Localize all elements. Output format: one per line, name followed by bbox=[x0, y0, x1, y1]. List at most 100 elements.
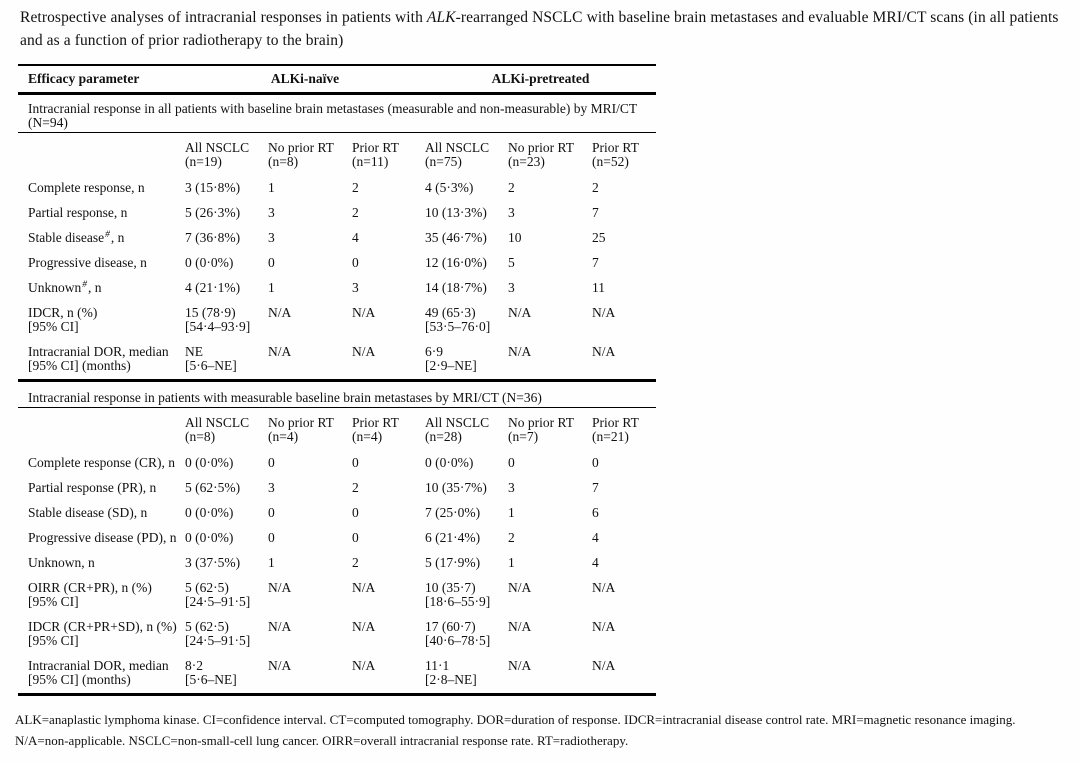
row-label: Stable disease (SD), n bbox=[28, 505, 148, 520]
table-cell: 4 (21·1%) bbox=[185, 280, 241, 295]
section-title: Intracranial response in patients with m… bbox=[18, 379, 657, 408]
table-cell: 3 bbox=[268, 480, 275, 495]
table-cell: 0 (0·0%) bbox=[185, 505, 234, 520]
row-label: Unknown, n bbox=[28, 555, 95, 570]
column-header: Prior RT (n=52) bbox=[592, 140, 639, 169]
table-cell: 1 bbox=[268, 555, 275, 570]
row-label: Progressive disease, n bbox=[28, 255, 147, 270]
column-header: No prior RT (n=4) bbox=[268, 415, 334, 444]
column-header: Prior RT (n=11) bbox=[352, 140, 399, 169]
column-header: No prior RT (n=23) bbox=[508, 140, 574, 169]
caption-alk-italic: ALK bbox=[426, 9, 456, 26]
table-row: Unknown, n 3 (37·5%) 1 2 5 (17·9%) 1 4 bbox=[18, 551, 656, 576]
row-label: Intracranial DOR, median [95% CI] (month… bbox=[28, 344, 169, 373]
table-cell: 4 (5·3%) bbox=[425, 180, 474, 195]
table-row: Partial response, n 5 (26·3%) 3 2 10 (13·3%)… bbox=[18, 201, 656, 226]
table-row: Complete response (CR), n 0 (0·0%) 0 0 0 (0·… bbox=[18, 451, 656, 476]
table-cell: 6 (21·4%) bbox=[425, 530, 481, 545]
table-cell: 5 (17·9%) bbox=[425, 555, 481, 570]
table-cell: 0 bbox=[268, 255, 275, 270]
table-cell: N/A bbox=[352, 658, 376, 673]
table-cell: N/A bbox=[592, 305, 616, 320]
table-cell: N/A bbox=[268, 580, 292, 595]
table-row: OIRR (CR+PR), n (%) [95% CI] 5 (62·5) [24… bbox=[18, 576, 656, 615]
section-title: Intracranial response in all patients wi… bbox=[18, 93, 657, 133]
col-group-alki-pretreated: ALKi-pretreated bbox=[425, 65, 657, 95]
column-header: Prior RT (n=4) bbox=[352, 415, 399, 444]
footnote-marker: # bbox=[105, 230, 110, 240]
table-cell: 11·1 [2·8–NE] bbox=[425, 658, 477, 687]
column-header: No prior RT (n=7) bbox=[508, 415, 574, 444]
column-header: Prior RT (n=21) bbox=[592, 415, 639, 444]
table-cell: N/A bbox=[268, 658, 292, 673]
table-cell: 12 (16·0%) bbox=[425, 255, 487, 270]
table-cell: 3 bbox=[508, 480, 515, 495]
column-header: All NSCLC (n=75) bbox=[425, 140, 490, 169]
row-label: Progressive disease (PD), n bbox=[28, 530, 177, 545]
table-row: Partial response (PR), n 5 (62·5%) 3 2 10 (3… bbox=[18, 476, 656, 501]
table-cell: 5 (62·5) [24·5–91·5] bbox=[185, 619, 251, 648]
column-header-row: All NSCLC (n=19) No prior RT (n=8) Prior R… bbox=[18, 133, 656, 177]
table-caption: Retrospective analyses of intracranial r… bbox=[20, 6, 1062, 52]
table-cell: N/A bbox=[508, 305, 532, 320]
table-cell: NE [5·6–NE] bbox=[185, 344, 237, 373]
table-cell: 15 (78·9) [54·4–93·9] bbox=[185, 305, 251, 334]
table-cell: 3 bbox=[352, 280, 359, 295]
abbreviations-footnote: ALK=anaplastic lymphoma kinase. CI=confi… bbox=[15, 712, 1016, 748]
table-row: Stable disease (SD), n 0 (0·0%) 0 0 7 (25·0%… bbox=[18, 501, 656, 526]
table-cell: 8·2 [5·6–NE] bbox=[185, 658, 237, 687]
row-label: Partial response, n bbox=[28, 205, 128, 220]
table-cell: 3 (15·8%) bbox=[185, 180, 241, 195]
row-label: Complete response, n bbox=[28, 180, 145, 195]
table-cell: 35 (46·7%) bbox=[425, 230, 487, 245]
column-header: All NSCLC (n=8) bbox=[185, 415, 250, 444]
section-title-row: Intracranial response in patients with m… bbox=[18, 379, 657, 408]
table-cell: 2 bbox=[592, 180, 599, 195]
table-cell: 7 bbox=[592, 480, 599, 495]
table-cell: 2 bbox=[352, 205, 359, 220]
table-cell: 5 (62·5) [24·5–91·5] bbox=[185, 580, 251, 609]
footnote-marker: # bbox=[82, 280, 87, 290]
table-cell: 0 bbox=[508, 455, 515, 470]
caption-text-pre: Retrospective analyses of intracranial r… bbox=[20, 9, 427, 26]
table-cell: 1 bbox=[508, 555, 515, 570]
table-row: Complete response, n 3 (15·8%) 1 2 4 (5·3%) 2… bbox=[18, 176, 656, 201]
table-row: Progressive disease, n 0 (0·0%) 0 0 12 (16·0… bbox=[18, 251, 656, 276]
table-cell: 3 (37·5%) bbox=[185, 555, 241, 570]
table-row: Intracranial DOR, median [95% CI] (month… bbox=[18, 654, 656, 695]
row-label-spacer bbox=[18, 408, 185, 452]
table-row: Unknown#, n 4 (21·1%) 1 3 14 (18·7%) 3 11 bbox=[18, 276, 656, 301]
table-cell: N/A bbox=[268, 305, 292, 320]
col-group-alki-naive: ALKi-naïve bbox=[185, 65, 426, 95]
table-cell: 6 bbox=[592, 505, 599, 520]
table-cell: 25 bbox=[592, 230, 606, 245]
table-cell: 0 bbox=[268, 455, 275, 470]
row-label: Unknown#, n bbox=[28, 280, 102, 295]
column-header-row: All NSCLC (n=8) No prior RT (n=4) Prior RT… bbox=[18, 408, 656, 452]
table-cell: 5 (26·3%) bbox=[185, 205, 241, 220]
table-cell: N/A bbox=[592, 580, 616, 595]
table-cell: 2 bbox=[508, 530, 515, 545]
column-header: All NSCLC (n=19) bbox=[185, 140, 250, 169]
table-cell: N/A bbox=[592, 619, 616, 634]
table-cell: 4 bbox=[352, 230, 359, 245]
row-label: Partial response (PR), n bbox=[28, 480, 157, 495]
table-cell: 6·9 [2·9–NE] bbox=[425, 344, 477, 373]
table-cell: 3 bbox=[268, 205, 275, 220]
section-title-row: Intracranial response in all patients wi… bbox=[18, 93, 657, 133]
table-cell: 1 bbox=[268, 180, 275, 195]
table-cell: 2 bbox=[508, 180, 515, 195]
table-cell: 1 bbox=[268, 280, 275, 295]
table-cell: N/A bbox=[592, 344, 616, 359]
table-cell: 7 (36·8%) bbox=[185, 230, 241, 245]
table-cell: 2 bbox=[352, 480, 359, 495]
table-cell: 4 bbox=[592, 555, 599, 570]
row-label: Stable disease#, n bbox=[28, 230, 125, 245]
table-cell: 1 bbox=[508, 505, 515, 520]
table-cell: 2 bbox=[352, 180, 359, 195]
table-cell: 0 bbox=[268, 530, 275, 545]
row-label: IDCR (CR+PR+SD), n (%) [95% CI] bbox=[28, 619, 177, 648]
table-cell: N/A bbox=[268, 344, 292, 359]
table-cell: 10 bbox=[508, 230, 522, 245]
table-cell: 0 (0·0%) bbox=[185, 255, 234, 270]
